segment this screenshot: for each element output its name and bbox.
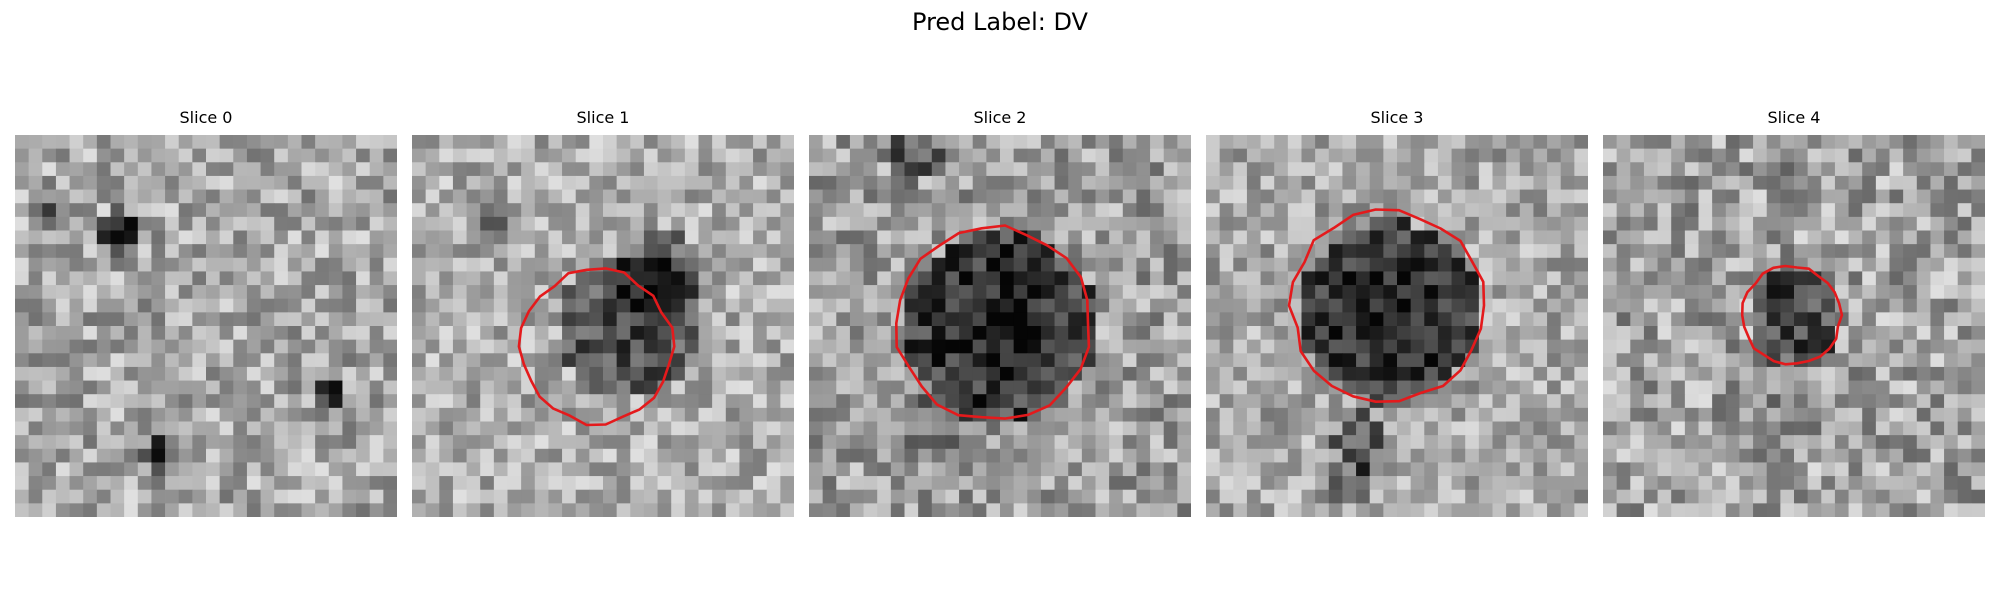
slice-0-image bbox=[15, 135, 397, 517]
slice-2-image bbox=[809, 135, 1191, 517]
slice-1-title: Slice 1 bbox=[576, 108, 630, 127]
slice-4-contour bbox=[1740, 264, 1844, 366]
slice-4-image bbox=[1603, 135, 1985, 517]
slice-4-panel: Slice 4 bbox=[1603, 108, 1985, 518]
slice-3-contour bbox=[1287, 208, 1486, 404]
slice-0-panel: Slice 0 bbox=[15, 108, 397, 518]
slice-3-title: Slice 3 bbox=[1370, 108, 1424, 127]
slice-1-image bbox=[412, 135, 794, 517]
slice-2-title: Slice 2 bbox=[973, 108, 1027, 127]
slice-0-title: Slice 0 bbox=[179, 108, 233, 127]
slice-4-title: Slice 4 bbox=[1767, 108, 1821, 127]
figure-title: Pred Label: DV bbox=[912, 8, 1088, 36]
slice-2-contour bbox=[895, 224, 1091, 420]
slice-3-image bbox=[1206, 135, 1588, 517]
slice-3-panel: Slice 3 bbox=[1206, 108, 1588, 518]
slice-1-contour bbox=[517, 267, 676, 427]
slice-2-panel: Slice 2 bbox=[809, 108, 1191, 518]
slice-1-panel: Slice 1 bbox=[412, 108, 794, 518]
